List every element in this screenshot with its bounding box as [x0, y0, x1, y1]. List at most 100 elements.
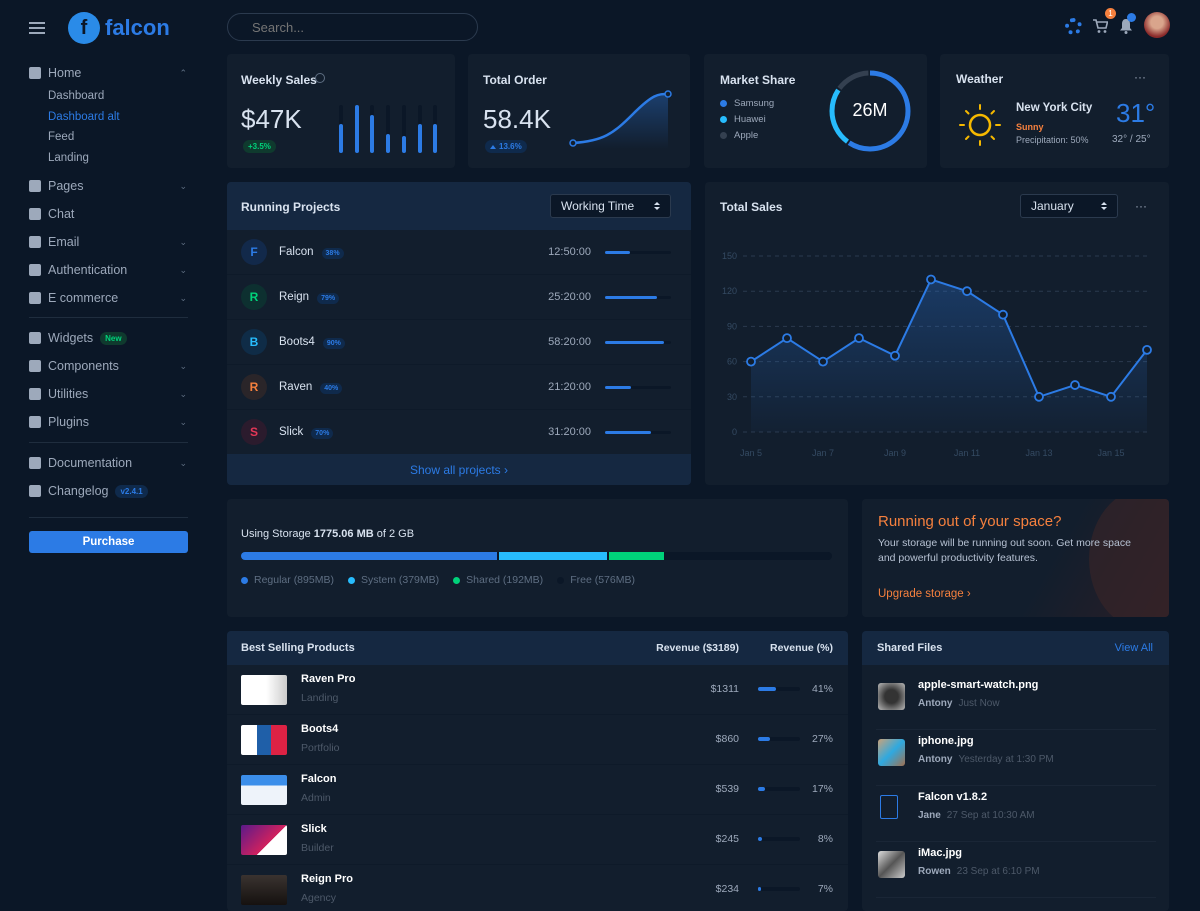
product-row[interactable]: Raven Pro Landing $1311 41% [227, 665, 848, 715]
gear-icon[interactable] [1065, 18, 1082, 35]
product-revenue-bar-fill [758, 887, 762, 891]
sidebar-item-documentation[interactable]: Documentation ⌄ [29, 456, 189, 470]
info-icon[interactable] [315, 73, 325, 83]
shared-files-card: Shared Files View All apple-smart-watch.… [862, 631, 1169, 911]
storage-used: 1775.06 MB [313, 528, 374, 540]
product-name[interactable]: Falcon [301, 773, 337, 785]
more-options-icon[interactable]: ··· [1134, 70, 1146, 84]
product-name[interactable]: Raven Pro [301, 673, 356, 685]
project-progress [605, 250, 671, 254]
legend-dot [347, 576, 355, 584]
sidebar-badge: New [100, 331, 127, 345]
shared-file-item[interactable]: iMac.jpg Rowen 23 Sep at 6:10 PM [876, 842, 1156, 898]
product-name[interactable]: Slick [301, 823, 327, 835]
bell-icon[interactable] [1119, 18, 1133, 34]
file-name[interactable]: iphone.jpg [918, 735, 974, 747]
sales-point[interactable] [926, 274, 936, 285]
sales-point[interactable] [890, 350, 900, 361]
menu-toggle-icon[interactable] [29, 22, 45, 34]
weather-title: Weather [956, 72, 1004, 86]
project-row[interactable]: R Reign 79% 25:20:00 [227, 275, 691, 320]
sidebar-subitem[interactable]: Landing [48, 151, 89, 164]
file-name[interactable]: iMac.jpg [918, 847, 963, 859]
legend-dot [453, 576, 461, 584]
promo-title: Running out of your space? [878, 513, 1062, 530]
file-name[interactable]: apple-smart-watch.png [918, 679, 1039, 691]
shared-file-item[interactable]: iphone.jpg Antony Yesterday at 1:30 PM [876, 730, 1156, 786]
sidebar-item-home[interactable]: Home ⌃ [29, 66, 189, 80]
sidebar-item-label: E commerce [48, 291, 119, 305]
sales-point[interactable] [998, 309, 1008, 320]
product-row[interactable]: Falcon Admin $539 17% [227, 765, 848, 815]
sales-point[interactable] [818, 356, 828, 367]
sidebar-subitem[interactable]: Dashboard alt [48, 110, 120, 123]
sidebar-item-email[interactable]: Email ⌄ [29, 235, 189, 249]
search-input[interactable] [227, 13, 478, 41]
running-projects-card: Running Projects Working Time F Falcon 38… [227, 182, 691, 485]
file-user: Antony [918, 698, 953, 709]
project-avatar: R [241, 374, 267, 400]
sales-point[interactable] [962, 286, 972, 297]
sidebar-item-widgets[interactable]: Widgets New [29, 331, 189, 345]
product-thumbnail [241, 775, 287, 805]
shared-file-item[interactable]: apple-smart-watch.png Antony Just Now [876, 674, 1156, 730]
sidebar-subitem[interactable]: Feed [48, 131, 75, 143]
y-tick-label: 90 [727, 321, 737, 331]
cart-icon[interactable] [1092, 18, 1108, 34]
legend-dot [720, 116, 727, 123]
project-row[interactable]: B Boots4 90% 58:20:00 [227, 320, 691, 365]
month-select[interactable]: January [1020, 194, 1118, 218]
project-progress [605, 385, 671, 389]
storage-legend-item: Shared (192MB) [453, 574, 543, 586]
upgrade-storage-link[interactable]: Upgrade storage › [878, 588, 971, 600]
sidebar-item-plugins[interactable]: Plugins ⌄ [29, 415, 189, 429]
chevron-down-icon: ⌄ [179, 457, 187, 468]
book-icon [29, 457, 41, 469]
product-row[interactable]: Boots4 Portfolio $860 27% [227, 715, 848, 765]
sidebar-subitem[interactable]: Dashboard [48, 90, 105, 102]
sales-point[interactable] [782, 333, 792, 344]
sales-point[interactable] [1034, 391, 1044, 402]
product-row[interactable]: Slick Builder $245 8% [227, 815, 848, 865]
sales-point[interactable] [1106, 391, 1116, 402]
file-name[interactable]: Falcon v1.8.2 [918, 791, 988, 803]
sidebar-item-label: Chat [48, 207, 75, 221]
project-row[interactable]: R Raven 40% 21:20:00 [227, 365, 691, 410]
sales-point[interactable] [746, 356, 756, 367]
show-all-projects-link[interactable]: Show all projects › [409, 463, 509, 477]
file-thumbnail [878, 683, 905, 710]
total-order-sparkline [569, 90, 672, 149]
sidebar-item-authentication[interactable]: Authentication ⌄ [29, 263, 189, 277]
avatar[interactable] [1144, 12, 1170, 38]
product-thumbnail [241, 675, 287, 705]
more-options-icon[interactable]: ··· [1135, 199, 1147, 213]
project-time: 12:50:00 [548, 246, 591, 258]
sales-point[interactable] [1070, 380, 1080, 390]
market-share-total: 26M [852, 100, 888, 120]
view-all-link[interactable]: View All [1114, 642, 1153, 654]
project-row[interactable]: S Slick 70% 31:20:00 [227, 410, 691, 455]
project-row[interactable]: F Falcon 38% 12:50:00 [227, 230, 691, 275]
product-revenue-bar [758, 887, 800, 891]
storage-legend-label: Shared (192MB) [466, 574, 544, 586]
sales-point[interactable] [1142, 344, 1152, 355]
product-revenue-percent: 7% [817, 883, 833, 895]
sidebar-item-changelog[interactable]: Changelog v2.4.1 [29, 484, 189, 498]
sidebar-item-utilities[interactable]: Utilities ⌄ [29, 387, 189, 401]
working-time-select[interactable]: Working Time [550, 194, 671, 218]
market-share-title: Market Share [720, 73, 796, 87]
sidebar-item-e-commerce[interactable]: E commerce ⌄ [29, 291, 189, 305]
brand-logo[interactable]: f falcon [68, 12, 170, 44]
purchase-button[interactable]: Purchase [29, 531, 188, 553]
shared-file-item[interactable]: Falcon v1.8.2 Jane 27 Sep at 10:30 AM [876, 786, 1156, 842]
storage-usage-text: Using Storage 1775.06 MB of 2 GB [241, 528, 414, 540]
sidebar-item-pages[interactable]: Pages ⌄ [29, 179, 189, 193]
product-name[interactable]: Reign Pro [301, 873, 353, 885]
sidebar-item-components[interactable]: Components ⌄ [29, 359, 189, 373]
legend-samsung: Samsung [720, 98, 774, 109]
product-name[interactable]: Boots4 [301, 723, 339, 735]
product-revenue-bar [758, 687, 800, 691]
sidebar-item-chat[interactable]: Chat [29, 207, 189, 221]
product-row[interactable]: Reign Pro Agency $234 7% [227, 865, 848, 911]
sales-point[interactable] [854, 333, 864, 344]
